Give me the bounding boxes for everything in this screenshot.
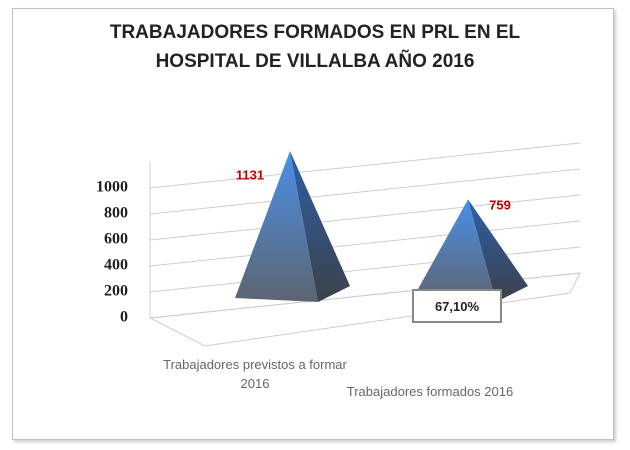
x-tick-label: Trabajadores previstos a formar 2016 [163, 357, 347, 391]
data-label: 759 [489, 197, 511, 212]
grid-line [149, 220, 581, 267]
pyramid [413, 199, 528, 302]
pyramid-face-right [468, 199, 528, 302]
chart-frame [12, 8, 614, 440]
grid-line [149, 142, 581, 189]
x-tick-label: Trabajadores formados 2016 [346, 384, 514, 399]
chart-title: TRABAJADORES FORMADOS EN PRL EN EL HOSPI… [109, 22, 521, 72]
pyramid-face-right [290, 150, 350, 302]
y-tick-label: 1000 [96, 179, 128, 196]
y-tick-label: 400 [104, 257, 128, 274]
pyramid [235, 150, 350, 302]
y-tick-label: 200 [104, 283, 128, 300]
grid-line [149, 246, 581, 293]
data-label: 1131 [236, 167, 264, 182]
y-tick-label: 0 [120, 309, 128, 326]
pyramid-face-left [413, 199, 496, 302]
y-tick-label: 800 [104, 205, 128, 222]
y-tick-label: 600 [104, 231, 128, 248]
grid-line [149, 194, 581, 241]
annotation: 67,10% [412, 289, 502, 323]
grid-line [149, 168, 581, 215]
pyramid-face-left [235, 150, 318, 302]
